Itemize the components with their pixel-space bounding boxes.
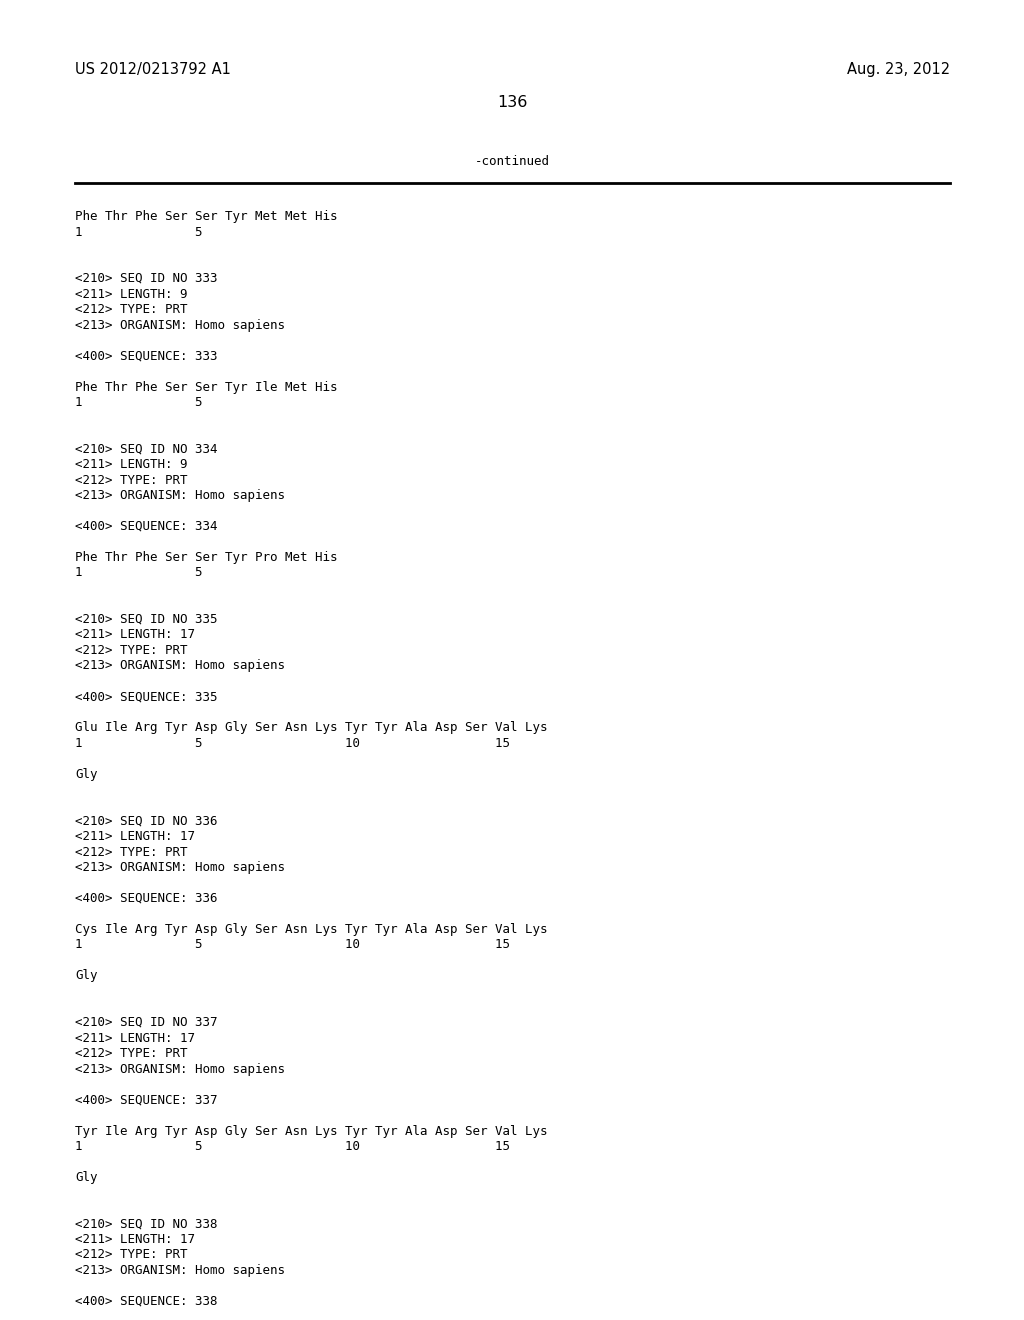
Text: <210> SEQ ID NO 334: <210> SEQ ID NO 334: [75, 442, 217, 455]
Text: Gly: Gly: [75, 768, 97, 781]
Text: US 2012/0213792 A1: US 2012/0213792 A1: [75, 62, 230, 77]
Text: Phe Thr Phe Ser Ser Tyr Pro Met His: Phe Thr Phe Ser Ser Tyr Pro Met His: [75, 550, 338, 564]
Text: <211> LENGTH: 9: <211> LENGTH: 9: [75, 288, 187, 301]
Text: Cys Ile Arg Tyr Asp Gly Ser Asn Lys Tyr Tyr Ala Asp Ser Val Lys: Cys Ile Arg Tyr Asp Gly Ser Asn Lys Tyr …: [75, 923, 548, 936]
Text: 1               5                   10                  15: 1 5 10 15: [75, 1140, 510, 1152]
Text: Glu Ile Arg Tyr Asp Gly Ser Asn Lys Tyr Tyr Ala Asp Ser Val Lys: Glu Ile Arg Tyr Asp Gly Ser Asn Lys Tyr …: [75, 722, 548, 734]
Text: Tyr Ile Arg Tyr Asp Gly Ser Asn Lys Tyr Tyr Ala Asp Ser Val Lys: Tyr Ile Arg Tyr Asp Gly Ser Asn Lys Tyr …: [75, 1125, 548, 1138]
Text: 1               5: 1 5: [75, 226, 203, 239]
Text: Phe Thr Phe Ser Ser Tyr Met Met His: Phe Thr Phe Ser Ser Tyr Met Met His: [75, 210, 338, 223]
Text: 1               5: 1 5: [75, 566, 203, 579]
Text: <212> TYPE: PRT: <212> TYPE: PRT: [75, 846, 187, 858]
Text: <212> TYPE: PRT: <212> TYPE: PRT: [75, 644, 187, 657]
Text: <213> ORGANISM: Homo sapiens: <213> ORGANISM: Homo sapiens: [75, 660, 285, 672]
Text: <400> SEQUENCE: 333: <400> SEQUENCE: 333: [75, 350, 217, 363]
Text: <400> SEQUENCE: 334: <400> SEQUENCE: 334: [75, 520, 217, 533]
Text: <212> TYPE: PRT: <212> TYPE: PRT: [75, 1249, 187, 1262]
Text: <213> ORGANISM: Homo sapiens: <213> ORGANISM: Homo sapiens: [75, 1265, 285, 1276]
Text: <400> SEQUENCE: 335: <400> SEQUENCE: 335: [75, 690, 217, 704]
Text: <213> ORGANISM: Homo sapiens: <213> ORGANISM: Homo sapiens: [75, 488, 285, 502]
Text: <211> LENGTH: 17: <211> LENGTH: 17: [75, 1233, 195, 1246]
Text: -continued: -continued: [474, 154, 550, 168]
Text: <210> SEQ ID NO 338: <210> SEQ ID NO 338: [75, 1217, 217, 1230]
Text: <210> SEQ ID NO 335: <210> SEQ ID NO 335: [75, 612, 217, 626]
Text: 1               5: 1 5: [75, 396, 203, 409]
Text: Phe Thr Phe Ser Ser Tyr Ile Met His: Phe Thr Phe Ser Ser Tyr Ile Met His: [75, 380, 338, 393]
Text: 1               5                   10                  15: 1 5 10 15: [75, 939, 510, 952]
Text: <211> LENGTH: 17: <211> LENGTH: 17: [75, 830, 195, 843]
Text: <210> SEQ ID NO 337: <210> SEQ ID NO 337: [75, 1016, 217, 1030]
Text: <211> LENGTH: 17: <211> LENGTH: 17: [75, 628, 195, 642]
Text: Gly: Gly: [75, 969, 97, 982]
Text: <211> LENGTH: 17: <211> LENGTH: 17: [75, 1031, 195, 1044]
Text: <400> SEQUENCE: 338: <400> SEQUENCE: 338: [75, 1295, 217, 1308]
Text: Gly: Gly: [75, 1171, 97, 1184]
Text: <213> ORGANISM: Homo sapiens: <213> ORGANISM: Homo sapiens: [75, 1063, 285, 1076]
Text: <212> TYPE: PRT: <212> TYPE: PRT: [75, 304, 187, 315]
Text: <211> LENGTH: 9: <211> LENGTH: 9: [75, 458, 187, 471]
Text: 1               5                   10                  15: 1 5 10 15: [75, 737, 510, 750]
Text: <212> TYPE: PRT: <212> TYPE: PRT: [75, 1047, 187, 1060]
Text: <210> SEQ ID NO 336: <210> SEQ ID NO 336: [75, 814, 217, 828]
Text: <210> SEQ ID NO 333: <210> SEQ ID NO 333: [75, 272, 217, 285]
Text: <400> SEQUENCE: 336: <400> SEQUENCE: 336: [75, 892, 217, 906]
Text: <213> ORGANISM: Homo sapiens: <213> ORGANISM: Homo sapiens: [75, 318, 285, 331]
Text: <213> ORGANISM: Homo sapiens: <213> ORGANISM: Homo sapiens: [75, 861, 285, 874]
Text: <212> TYPE: PRT: <212> TYPE: PRT: [75, 474, 187, 487]
Text: <400> SEQUENCE: 337: <400> SEQUENCE: 337: [75, 1093, 217, 1106]
Text: 136: 136: [497, 95, 527, 110]
Text: Aug. 23, 2012: Aug. 23, 2012: [847, 62, 950, 77]
